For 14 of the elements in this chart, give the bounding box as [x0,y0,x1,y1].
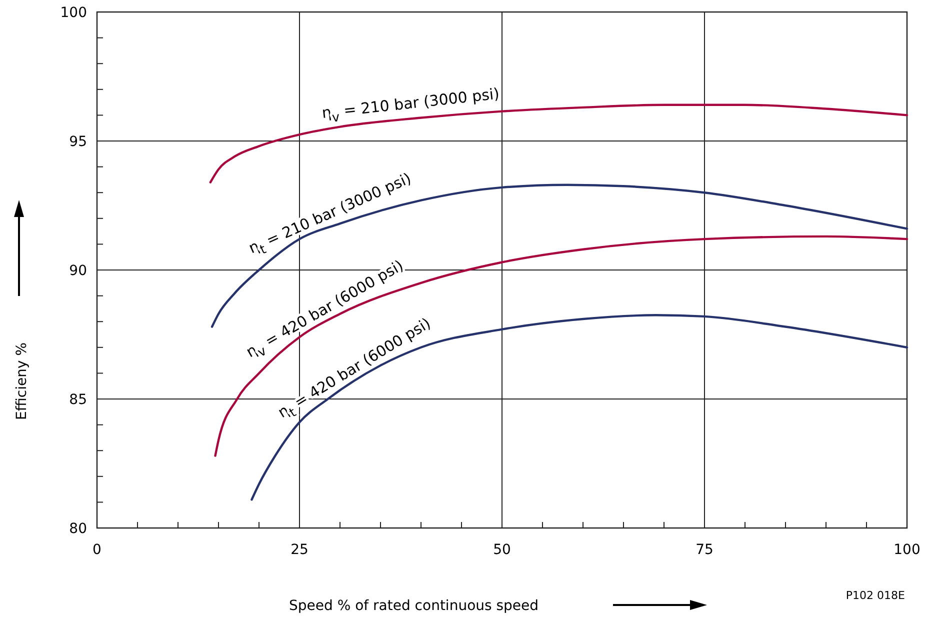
x-tick-label: 25 [290,542,308,558]
text: η$_{v}$ = 210 bar (3000 psi) [320,84,500,126]
y-tick-label: 100 [60,5,87,21]
x-tick-label: 75 [696,542,714,558]
y-tick-label: 80 [69,521,87,537]
y-tick-label: 85 [69,392,87,408]
y-axis-title: Efficieny % [14,342,30,420]
x-tick-label: 50 [493,542,511,558]
x-axis-title: Speed % of rated continuous speed [289,598,539,614]
x-tick-label: 100 [894,542,920,558]
y-tick-label: 95 [69,134,87,150]
x-tick-label: 0 [92,542,102,558]
text: P102 018E [846,589,906,602]
y-tick-label: 90 [69,263,87,279]
